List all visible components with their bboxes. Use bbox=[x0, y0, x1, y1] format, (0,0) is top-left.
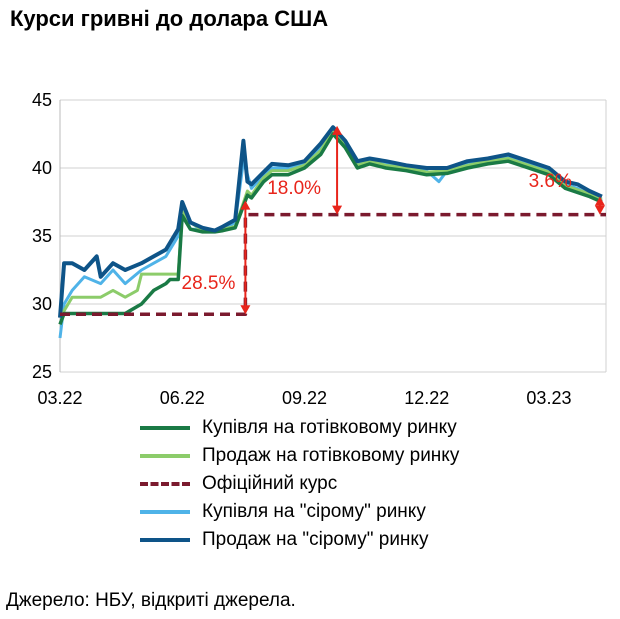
series-line bbox=[60, 212, 606, 316]
change-annotations: 28.5% 18.0% 3.6% bbox=[182, 125, 605, 315]
series-line bbox=[58, 129, 603, 325]
legend-label: Продаж на готівковому ринку bbox=[202, 445, 460, 466]
arrow-head bbox=[594, 196, 605, 206]
legend-swatch bbox=[140, 454, 190, 458]
series-line bbox=[58, 125, 603, 318]
annotation-label: 3.6% bbox=[529, 171, 572, 192]
x-tick-label: 03.23 bbox=[526, 388, 571, 408]
series-lines bbox=[58, 125, 606, 339]
legend: Купівля на готівковому ринку Продаж на го… bbox=[140, 414, 459, 554]
annotation-label: 28.5% bbox=[182, 273, 236, 294]
x-tick-label: 12.22 bbox=[404, 388, 449, 408]
legend-label: Продаж на "сірому" ринку bbox=[202, 529, 429, 550]
arrow-head bbox=[332, 125, 343, 135]
legend-item: Купівля на "сірому" ринку bbox=[140, 498, 459, 526]
x-tick-label: 06.22 bbox=[160, 388, 205, 408]
arrow-head bbox=[332, 205, 343, 215]
y-tick-label: 30 bbox=[32, 294, 52, 314]
series-line bbox=[58, 132, 603, 326]
grid-lines bbox=[59, 99, 607, 373]
legend-label: Купівля на готівковому ринку bbox=[202, 417, 457, 438]
legend-swatch bbox=[140, 538, 190, 542]
chart-title: Курси гривні до долара США bbox=[10, 6, 329, 31]
arrow-head bbox=[594, 205, 605, 215]
legend-item: Продаж на "сірому" ринку bbox=[140, 526, 459, 554]
x-axis-tick-labels: 03.22 06.22 09.22 12.22 03.23 bbox=[37, 388, 571, 408]
legend-swatch bbox=[140, 510, 190, 514]
arrow-head bbox=[240, 305, 251, 315]
line-chart: 25 30 35 40 45 03.22 06.22 09.22 12.22 03.23 28.… bbox=[32, 90, 607, 408]
x-tick-label: 03.22 bbox=[37, 388, 82, 408]
legend-item: Продаж на готівковому ринку bbox=[140, 442, 459, 470]
legend-item: Купівля на готівковому ринку bbox=[140, 414, 459, 442]
legend-swatch bbox=[140, 482, 190, 486]
legend-label: Офіційний курс bbox=[202, 473, 338, 494]
y-tick-label: 45 bbox=[32, 90, 52, 110]
y-tick-label: 35 bbox=[32, 226, 52, 246]
legend-item: Офіційний курс bbox=[140, 470, 459, 498]
x-tick-label: 09.22 bbox=[282, 388, 327, 408]
y-tick-label: 25 bbox=[32, 362, 52, 382]
arrow-head bbox=[240, 200, 251, 210]
y-tick-label: 40 bbox=[32, 158, 52, 178]
source-note: Джерело: НБУ, відкриті джерела. bbox=[6, 590, 296, 611]
y-axis-tick-labels: 25 30 35 40 45 bbox=[32, 90, 52, 382]
legend-label: Купівля на "сірому" ринку bbox=[202, 501, 426, 522]
annotation-label: 18.0% bbox=[267, 178, 321, 199]
legend-swatch bbox=[140, 426, 190, 430]
